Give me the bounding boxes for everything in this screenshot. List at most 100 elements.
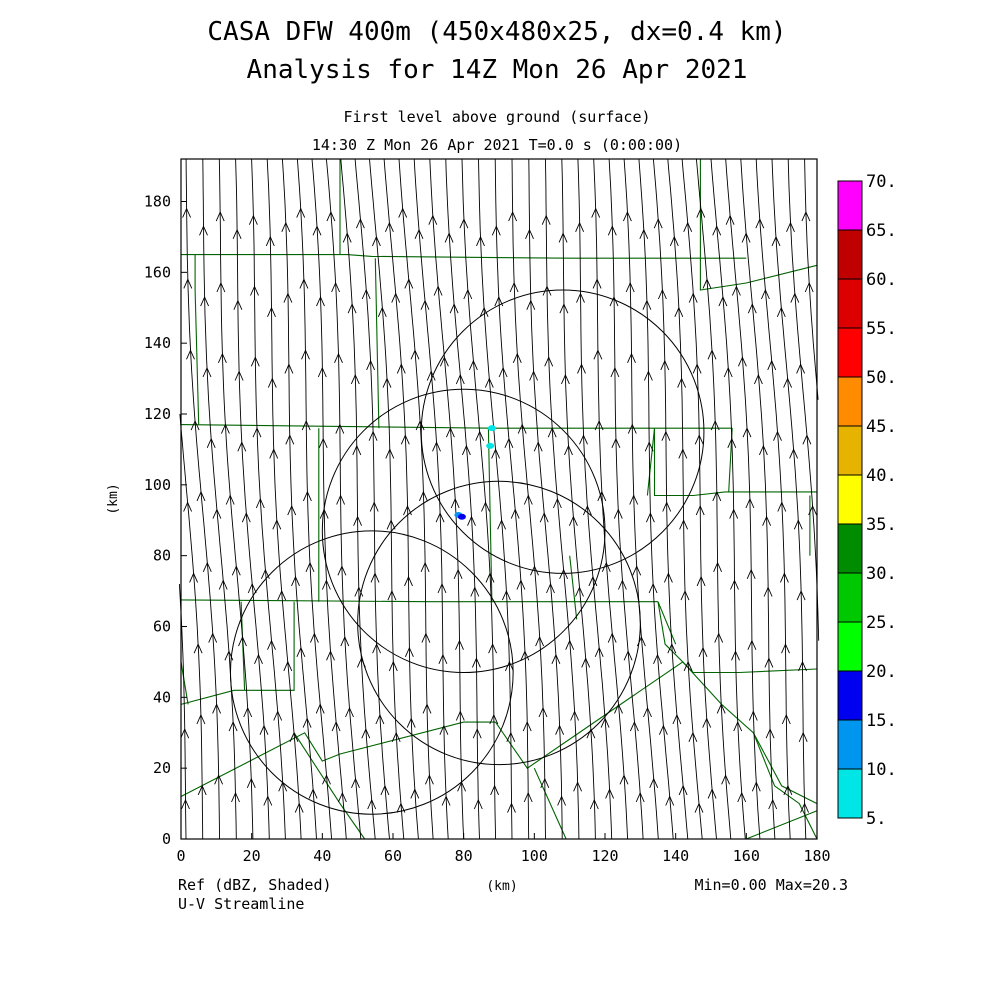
streamline-arrowhead <box>581 657 591 668</box>
streamline-arrowhead <box>713 561 723 572</box>
streamline-arrowhead <box>241 512 251 523</box>
streamline-arrowhead <box>285 434 295 445</box>
streamline-arrowhead <box>216 281 226 293</box>
streamline-arrowhead <box>696 575 706 587</box>
streamline-arrowhead <box>361 288 371 300</box>
streamline <box>667 158 703 840</box>
streamline-arrowhead <box>396 363 406 374</box>
streamline <box>787 158 820 641</box>
streamline <box>202 158 237 840</box>
streamline-arrowhead <box>645 512 655 523</box>
colorbar-tick-label: 70. <box>866 172 897 192</box>
streamline-arrowhead <box>217 352 227 363</box>
x-tick-label: 80 <box>455 847 473 865</box>
streamline-arrowhead <box>449 303 459 314</box>
streamline-arrowhead <box>287 504 297 516</box>
overlay-label: U-V Streamline <box>178 895 304 913</box>
streamline-arrowhead <box>657 288 667 300</box>
colorbar-swatch <box>837 327 863 378</box>
colorbar-tick-label: 35. <box>866 515 897 535</box>
streamline-arrowhead <box>714 632 724 643</box>
colorbar-swatch <box>837 278 863 329</box>
streamline-arrowhead <box>291 575 300 587</box>
streamline-arrowhead <box>745 497 755 509</box>
streamline-arrowhead <box>591 207 601 218</box>
streamline-arrowhead <box>354 586 364 597</box>
streamline-arrowhead <box>530 565 539 576</box>
streamline-arrowhead <box>683 660 693 672</box>
streamline-arrowhead <box>331 281 341 293</box>
reflectivity-cell <box>457 513 466 520</box>
streamline-arrowhead <box>642 299 652 310</box>
county-boundary <box>699 159 818 291</box>
streamline-arrowhead <box>707 349 717 360</box>
chart-subtitle-time: 14:30 Z Mon 26 Apr 2021 T=0.0 s (0:00:00… <box>312 136 682 154</box>
county-boundary <box>746 810 818 840</box>
streamline-arrowhead <box>485 572 495 583</box>
streamline-arrowhead <box>698 646 708 657</box>
streamline-arrowhead <box>667 643 677 654</box>
streamline-arrowhead <box>623 650 633 661</box>
streamline-arrowhead <box>653 218 663 229</box>
radar-range-ring <box>357 480 641 766</box>
streamline-arrowhead <box>746 568 756 579</box>
streamline-arrowhead <box>808 504 818 516</box>
county-boundary <box>293 732 366 840</box>
colorbar-tick-label: 20. <box>866 662 897 682</box>
streamline-arrowhead <box>589 798 599 810</box>
streamline-arrowhead <box>420 561 430 572</box>
streamline-arrowhead <box>723 366 733 378</box>
streamline-arrowhead <box>350 373 360 385</box>
streamline-arrowhead <box>523 494 533 505</box>
streamline-arrowhead <box>234 370 244 381</box>
streamline-arrowhead <box>326 650 335 661</box>
streamline-arrowhead <box>463 288 473 300</box>
streamline-arrowhead <box>635 791 645 803</box>
streamline-arrowhead <box>586 728 596 739</box>
streamline-arrowhead <box>309 632 319 643</box>
county-boundary <box>646 428 656 496</box>
streamline-arrowhead <box>186 349 195 360</box>
streamline-arrowhead <box>491 448 501 459</box>
streamline-arrowhead <box>385 448 395 459</box>
streamline-arrowhead <box>783 377 793 388</box>
streamline-arrowhead <box>733 720 743 732</box>
streamline-arrowhead <box>375 713 385 725</box>
streamline-arrowhead <box>312 225 322 236</box>
streamline <box>340 158 376 840</box>
colorbar-tick-label: 60. <box>866 270 897 290</box>
reflectivity-cell <box>486 442 495 449</box>
streamline-arrowhead <box>760 288 770 300</box>
streamline <box>695 158 732 840</box>
streamline <box>804 158 819 400</box>
streamline-arrowhead <box>284 363 294 374</box>
streamline-arrowhead <box>301 419 311 431</box>
streamline-arrowhead <box>218 579 228 590</box>
colorbar-tick-label: 30. <box>866 564 897 584</box>
streamline-arrowhead <box>467 515 476 526</box>
streamline-arrowhead <box>214 774 224 785</box>
streamline-arrowhead <box>372 643 382 654</box>
streamline-arrowhead <box>351 777 360 788</box>
streamline-arrowhead <box>459 218 469 229</box>
streamline-arrowhead <box>479 306 489 317</box>
streamline-arrowhead <box>212 703 222 714</box>
county-boundary <box>180 689 245 705</box>
streamline-arrowhead <box>692 363 702 374</box>
streamline-arrowhead <box>773 430 782 441</box>
streamline-arrowhead <box>559 568 569 579</box>
streamline-arrowhead <box>371 235 381 247</box>
streamline-arrowhead <box>196 490 206 502</box>
streamline <box>494 158 530 840</box>
streamline-arrowhead <box>541 214 551 225</box>
streamline-arrowhead <box>790 292 800 303</box>
streamline <box>461 158 497 840</box>
streamline-arrowhead <box>388 660 398 672</box>
streamline-arrowhead <box>308 788 318 799</box>
streamline-arrowhead <box>301 349 310 360</box>
county-boundary <box>487 428 493 602</box>
streamline-arrowhead <box>215 210 225 222</box>
streamline-arrowhead <box>627 352 636 363</box>
streamline-arrowhead <box>568 515 578 526</box>
streamline-arrowhead <box>727 437 737 448</box>
